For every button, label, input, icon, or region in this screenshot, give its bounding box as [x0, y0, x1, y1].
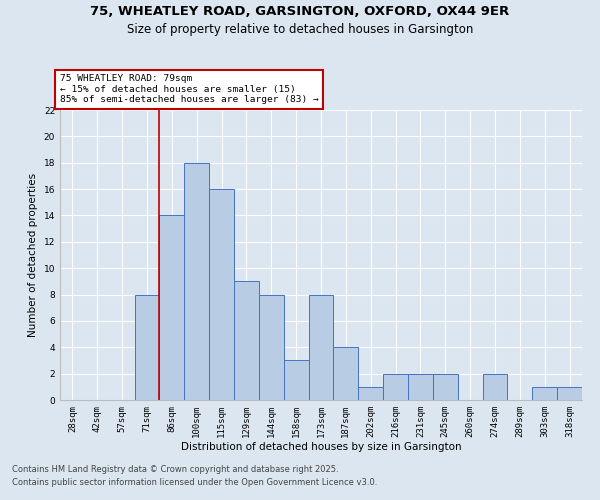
- Bar: [383, 374, 408, 400]
- Bar: [358, 387, 383, 400]
- Bar: [259, 294, 284, 400]
- Bar: [284, 360, 308, 400]
- Bar: [234, 282, 259, 400]
- Bar: [134, 294, 160, 400]
- Bar: [184, 162, 209, 400]
- Bar: [209, 189, 234, 400]
- Text: Contains HM Land Registry data © Crown copyright and database right 2025.: Contains HM Land Registry data © Crown c…: [12, 466, 338, 474]
- Text: 75, WHEATLEY ROAD, GARSINGTON, OXFORD, OX44 9ER: 75, WHEATLEY ROAD, GARSINGTON, OXFORD, O…: [91, 5, 509, 18]
- Bar: [557, 387, 582, 400]
- Y-axis label: Number of detached properties: Number of detached properties: [28, 173, 38, 337]
- Bar: [334, 348, 358, 400]
- Text: Size of property relative to detached houses in Garsington: Size of property relative to detached ho…: [127, 22, 473, 36]
- Text: 75 WHEATLEY ROAD: 79sqm
← 15% of detached houses are smaller (15)
85% of semi-de: 75 WHEATLEY ROAD: 79sqm ← 15% of detache…: [60, 74, 319, 104]
- Bar: [482, 374, 508, 400]
- Text: Distribution of detached houses by size in Garsington: Distribution of detached houses by size …: [181, 442, 461, 452]
- Bar: [408, 374, 433, 400]
- Bar: [308, 294, 334, 400]
- Text: Contains public sector information licensed under the Open Government Licence v3: Contains public sector information licen…: [12, 478, 377, 487]
- Bar: [160, 216, 184, 400]
- Bar: [433, 374, 458, 400]
- Bar: [532, 387, 557, 400]
